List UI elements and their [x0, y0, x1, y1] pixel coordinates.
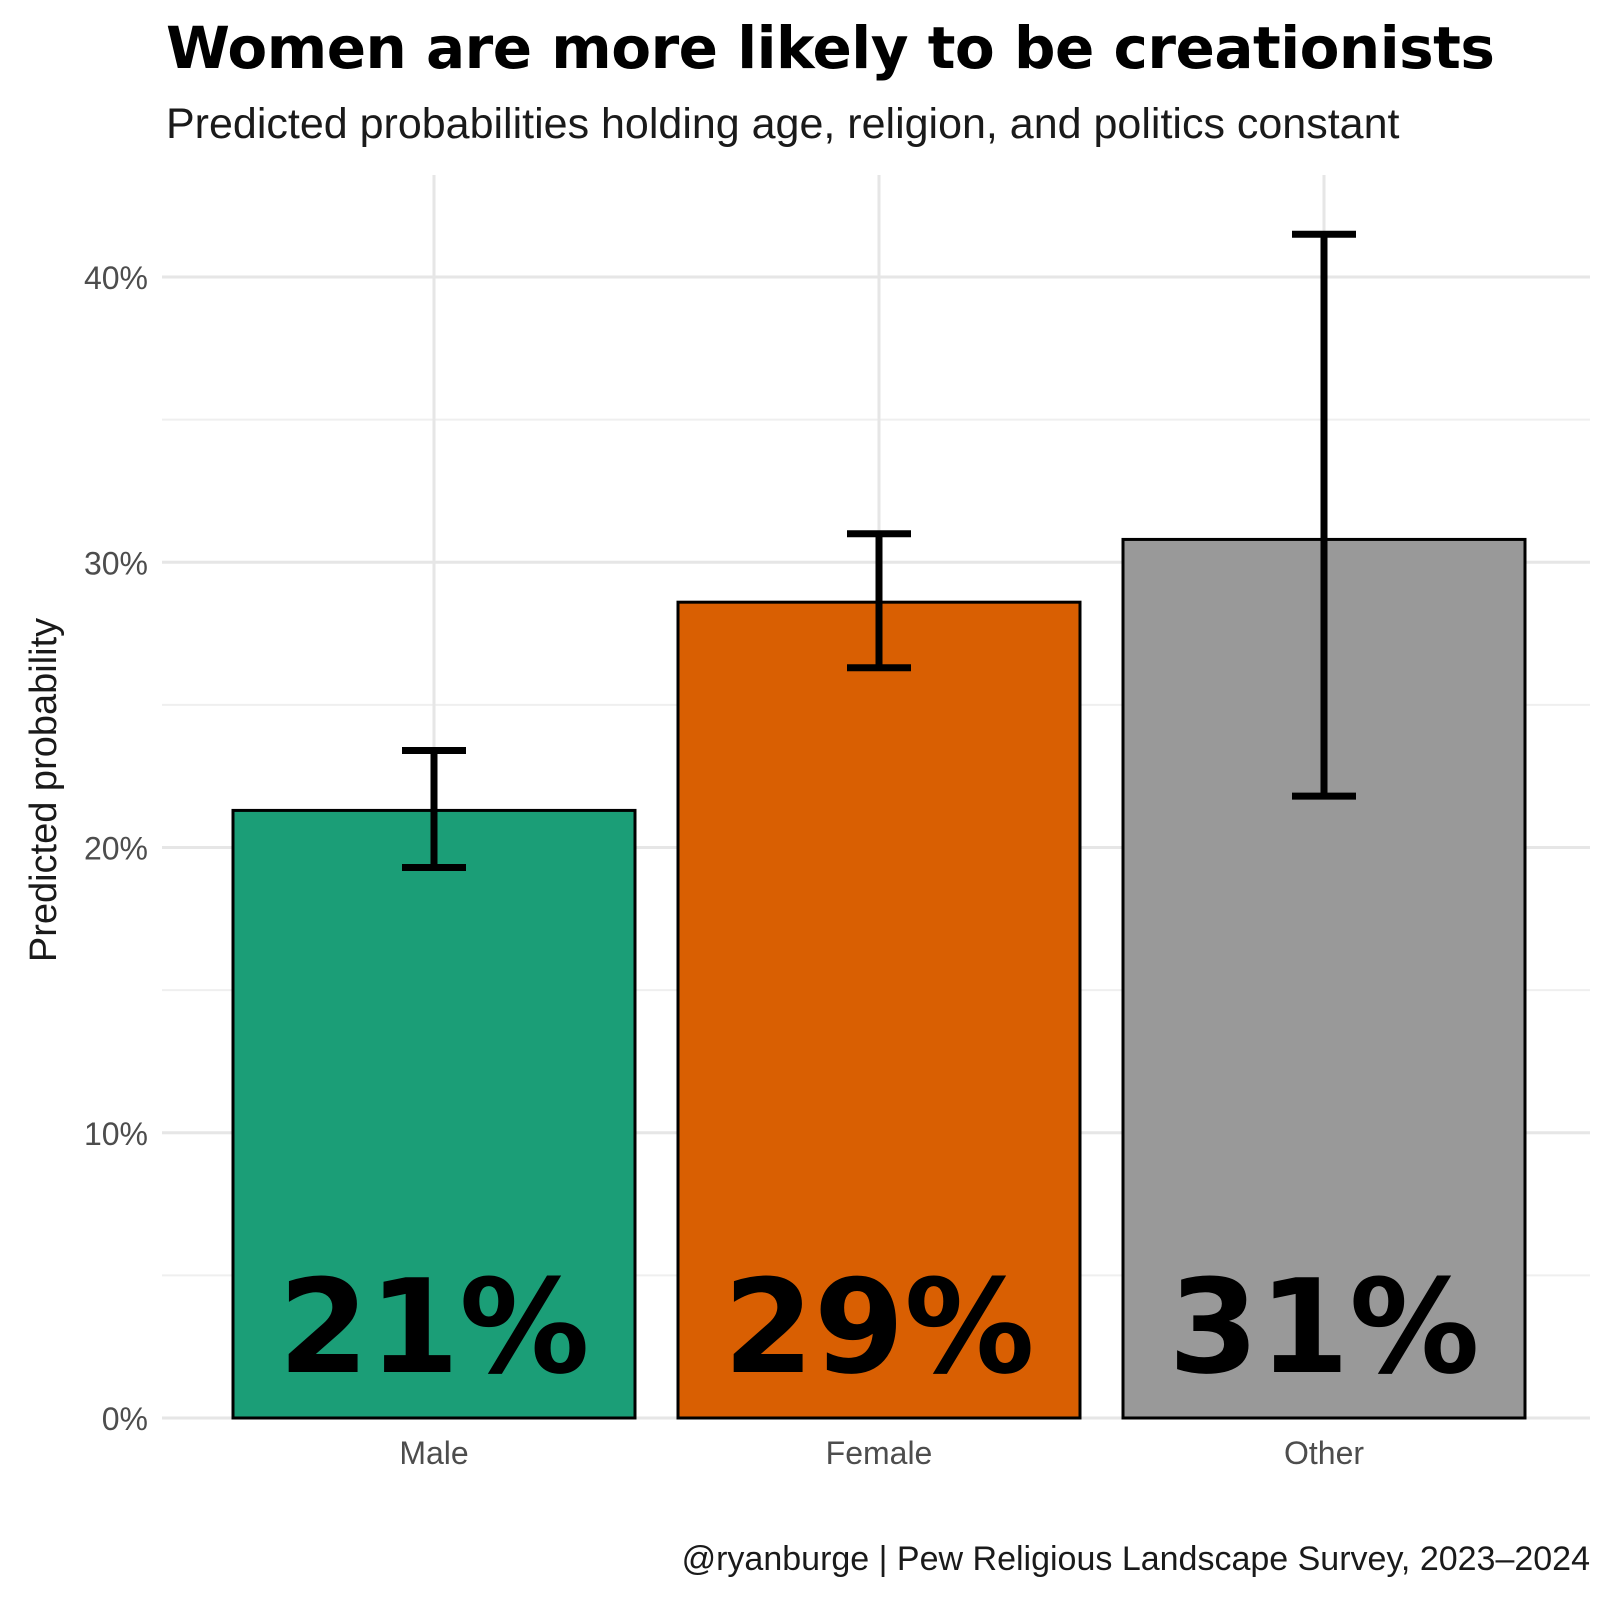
bar-value-label: 21%: [278, 1251, 589, 1403]
chart-title: Women are more likely to be creationists: [166, 14, 1495, 82]
y-axis-label: Predicted probability: [23, 618, 65, 962]
y-axis-ticks: 0% 10% 20% 30% 40%: [84, 260, 148, 1437]
y-tick-label: 10%: [84, 1116, 148, 1152]
y-tick-label: 40%: [84, 260, 148, 296]
x-axis-ticks: Male Female Other: [399, 1435, 1364, 1471]
bar-female: [676, 600, 1082, 1420]
bars: [231, 537, 1527, 1420]
error-bars: [402, 230, 1356, 871]
x-tick-label: Male: [399, 1435, 468, 1471]
x-tick-label: Female: [826, 1435, 933, 1471]
y-tick-label: 0%: [102, 1401, 148, 1437]
chart-subtitle: Predicted probabilities holding age, rel…: [166, 100, 1400, 148]
x-tick-label: Other: [1284, 1435, 1364, 1471]
chart-caption: @ryanburge | Pew Religious Landscape Sur…: [681, 1540, 1590, 1578]
bar-value-label: 31%: [1168, 1251, 1479, 1403]
y-tick-label: 30%: [84, 545, 148, 581]
bar-value-label: 29%: [723, 1251, 1034, 1403]
y-tick-label: 20%: [84, 831, 148, 867]
bar-value-labels: 21% 29% 31%: [278, 1251, 1479, 1403]
